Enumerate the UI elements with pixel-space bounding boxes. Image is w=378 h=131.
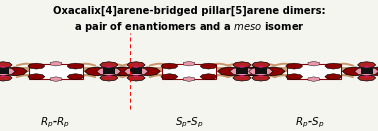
Text: $\mathit{R_p}$-$\mathit{R_p}$: $\mathit{R_p}$-$\mathit{R_p}$ xyxy=(40,116,70,130)
Circle shape xyxy=(239,66,245,67)
Circle shape xyxy=(0,66,6,67)
Bar xyxy=(130,69,142,74)
FancyBboxPatch shape xyxy=(287,64,341,79)
FancyBboxPatch shape xyxy=(162,64,216,79)
Circle shape xyxy=(0,75,6,77)
Text: $\mathit{S_p}$-$\mathit{S_p}$: $\mathit{S_p}$-$\mathit{S_p}$ xyxy=(175,116,203,130)
Circle shape xyxy=(106,75,112,77)
Circle shape xyxy=(133,66,139,67)
Text: $\mathit{R_p}$-$\mathit{S_p}$: $\mathit{R_p}$-$\mathit{S_p}$ xyxy=(295,116,325,130)
Bar xyxy=(361,69,373,74)
Bar xyxy=(236,69,248,74)
Text: Oxacalix[4]arene-bridged pillar[5]arene dimers:: Oxacalix[4]arene-bridged pillar[5]arene … xyxy=(53,6,325,16)
FancyBboxPatch shape xyxy=(29,64,83,79)
Circle shape xyxy=(239,75,245,77)
Circle shape xyxy=(133,75,139,77)
Circle shape xyxy=(258,66,263,67)
Text: a pair of enantiomers and a $\mathit{meso}$ isomer: a pair of enantiomers and a $\mathit{mes… xyxy=(74,20,304,34)
Bar xyxy=(255,69,267,74)
Circle shape xyxy=(364,66,369,67)
Bar xyxy=(0,69,9,74)
Circle shape xyxy=(258,75,263,77)
Circle shape xyxy=(106,66,112,67)
Bar xyxy=(103,69,115,74)
Circle shape xyxy=(364,75,369,77)
